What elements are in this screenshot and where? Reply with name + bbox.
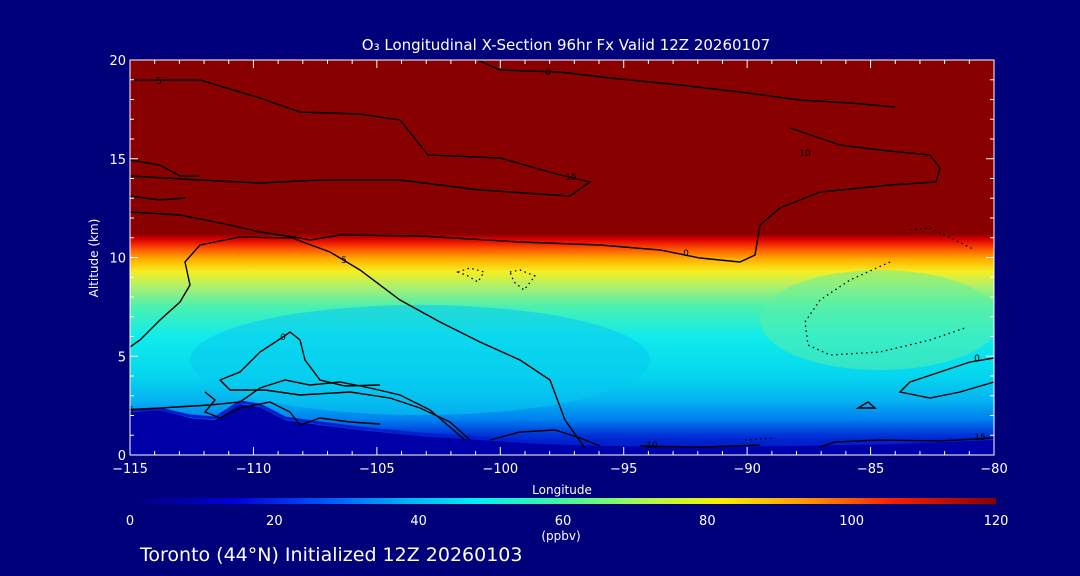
x-tick-label: −95 xyxy=(610,462,637,477)
contour-value-label: 15 xyxy=(565,173,576,183)
chart-title: O₃ Longitudinal X-Section 96hr Fx Valid … xyxy=(362,36,770,54)
contour-value-label: 5 xyxy=(156,77,162,87)
contour-line xyxy=(819,437,994,448)
contour-line-dotted xyxy=(456,267,485,283)
y-tick-label: 5 xyxy=(118,350,126,365)
contour-lines xyxy=(130,60,994,449)
contour-line xyxy=(855,401,877,409)
contour-line xyxy=(130,379,466,441)
contour-value-label: 15 xyxy=(974,433,985,443)
colorbar-tick-label: 100 xyxy=(839,514,864,529)
colorbar-tick-label: 20 xyxy=(266,514,283,529)
contour-line-dotted xyxy=(909,227,976,251)
contour-value-label: 5 xyxy=(341,256,347,266)
contour-value-label: 5 xyxy=(128,406,134,416)
contour-line xyxy=(282,331,381,387)
colorbar-tick-labels: 0 20 40 60 80 100 120 xyxy=(126,514,1009,529)
x-tick-label: −90 xyxy=(733,462,760,477)
contour-line xyxy=(130,195,186,201)
contour-value-label: 0 xyxy=(974,354,980,364)
contour-line xyxy=(130,159,200,177)
contour-line xyxy=(489,429,601,447)
contour-value-label: 0 xyxy=(683,249,689,259)
contour-line xyxy=(130,79,592,197)
y-axis: 0 5 10 15 20 xyxy=(109,54,994,464)
x-tick-label: −85 xyxy=(857,462,884,477)
colorbar-tick-label: 120 xyxy=(984,514,1009,529)
surface-layer-edge xyxy=(130,400,994,447)
colorbar-tick-label: 40 xyxy=(410,514,427,529)
contour-value-label: 0 xyxy=(280,333,286,343)
x-tick-label: −105 xyxy=(359,462,395,477)
y-tick-label: 15 xyxy=(109,153,126,168)
y-tick-label: 10 xyxy=(109,252,126,267)
colorbar-unit-label: (ppbv) xyxy=(541,529,580,543)
contour-line xyxy=(898,357,994,399)
enhanced-ozone-region xyxy=(760,270,994,370)
low-ozone-region xyxy=(190,305,650,415)
contour-line-dotted xyxy=(509,269,537,291)
x-tick-label: −80 xyxy=(980,462,1007,477)
x-tick-label: −110 xyxy=(236,462,272,477)
contour-line xyxy=(130,127,941,263)
x-tick-label: −115 xyxy=(112,462,148,477)
surface-layer xyxy=(130,404,994,455)
contour-value-label: 0 xyxy=(545,68,551,78)
colorbar-tick-label: 0 xyxy=(126,514,134,529)
footer-text: Toronto (44°N) Initialized 12Z 20260103 xyxy=(139,544,523,566)
contour-line xyxy=(291,237,586,449)
y-tick-label: 0 xyxy=(118,449,126,464)
x-tick-label: −100 xyxy=(482,462,518,477)
x-axis: −115 −110 −105 −100 −95 −90 −85 −80 xyxy=(112,60,1008,477)
plot-area: 0 5 10 15 0 5 0 0 5 10 15 xyxy=(128,60,994,455)
contour-line xyxy=(218,336,471,441)
x-axis-label: Longitude xyxy=(532,483,592,497)
contour-line xyxy=(130,236,293,348)
contour-line xyxy=(477,60,896,108)
contour-line xyxy=(203,391,381,426)
y-tick-label: 20 xyxy=(109,54,126,69)
contour-value-label: 10 xyxy=(646,441,658,451)
colorbar-tick-label: 60 xyxy=(555,514,572,529)
colorbar-tick-label: 80 xyxy=(699,514,716,529)
contour-line xyxy=(639,444,761,448)
contour-label-group: 0 5 10 15 0 5 0 0 5 10 15 xyxy=(128,68,986,451)
colorbar xyxy=(130,498,996,504)
contour-line-dotted xyxy=(744,437,776,441)
y-axis-label: Altitude (km) xyxy=(87,219,101,298)
contour-value-label: 10 xyxy=(799,149,811,159)
contour-line-dotted xyxy=(804,261,966,356)
